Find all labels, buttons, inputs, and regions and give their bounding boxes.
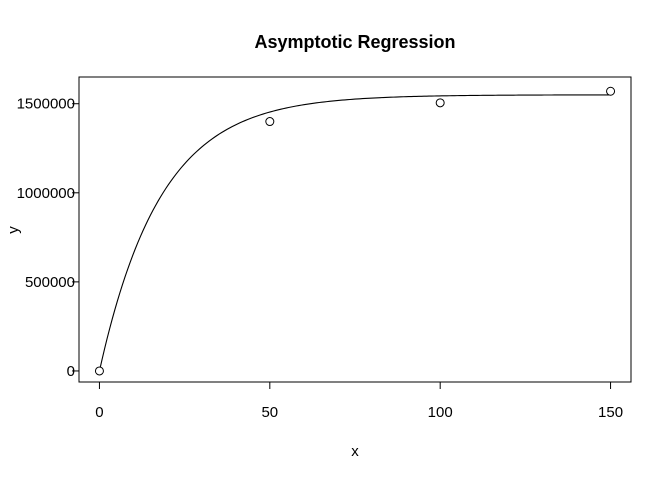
y-tick-label: 1000000 — [17, 185, 75, 202]
data-point — [265, 117, 275, 127]
x-axis: 0 50 100 150 — [95, 382, 623, 421]
y-axis-label: y — [5, 226, 22, 234]
x-tick-label: 150 — [598, 404, 623, 421]
x-tick-label: 0 — [95, 404, 103, 421]
x-tick-label: 50 — [261, 404, 278, 421]
y-axis: 0 500000 1000000 1500000 — [17, 96, 79, 380]
chart-title: Asymptotic Regression — [254, 32, 455, 52]
fit-curve — [98, 94, 611, 372]
x-axis-label: x — [351, 443, 359, 460]
data-point — [94, 366, 104, 376]
y-tick-label: 500000 — [25, 274, 75, 291]
data-point — [606, 86, 616, 96]
plot-frame — [78, 76, 632, 383]
x-tick-label: 100 — [428, 404, 453, 421]
data-point — [435, 98, 445, 108]
y-tick-label: 0 — [67, 363, 75, 380]
data-points — [94, 86, 616, 376]
y-tick-label: 1500000 — [17, 96, 75, 113]
